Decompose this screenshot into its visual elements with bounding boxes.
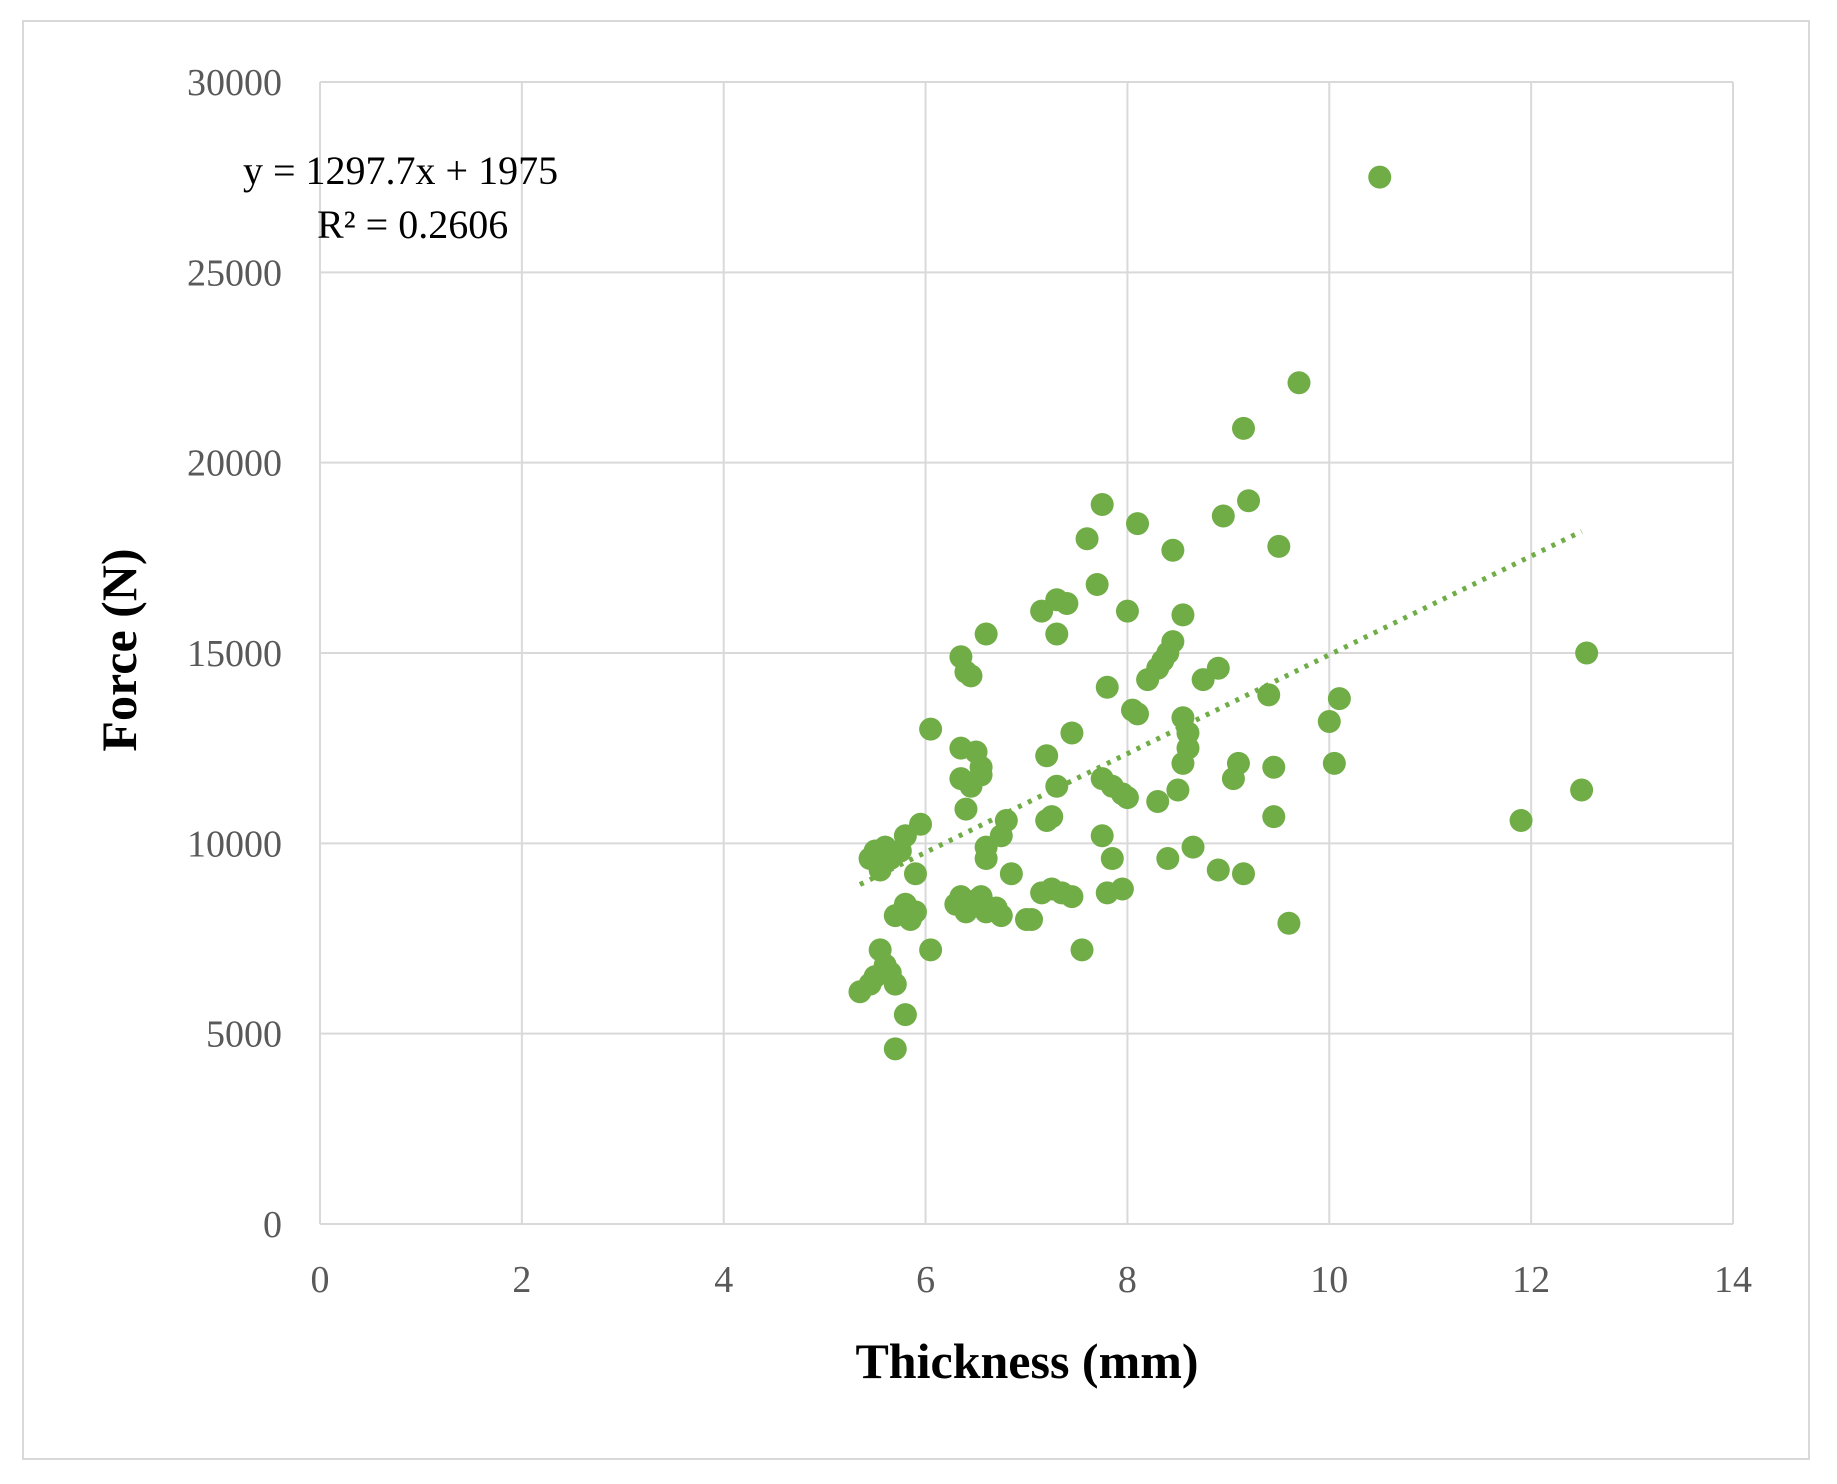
trendline-r-squared: R² = 0.2606 xyxy=(317,202,508,247)
x-tick-label: 14 xyxy=(1714,1259,1752,1301)
x-tick-label: 0 xyxy=(311,1259,330,1301)
data-point xyxy=(1090,824,1114,848)
data-point xyxy=(1156,847,1180,871)
data-point xyxy=(974,622,998,646)
data-point xyxy=(1166,778,1190,802)
data-point xyxy=(1368,165,1392,189)
data-point xyxy=(1327,687,1351,711)
trendline-layer xyxy=(858,529,1583,887)
gridlines xyxy=(319,81,1734,1225)
data-point xyxy=(883,972,907,996)
data-point xyxy=(1575,641,1599,665)
data-point xyxy=(883,1037,907,1061)
data-point xyxy=(1171,751,1195,775)
y-axis-title: Force (N) xyxy=(91,548,147,751)
data-point xyxy=(954,797,978,821)
y-tick-labels: 0 5000 10000 15000 20000 25000 30000 xyxy=(187,62,282,1246)
data-point xyxy=(1090,493,1114,517)
data-point xyxy=(999,862,1023,886)
data-point xyxy=(1262,805,1286,829)
x-tick-label: 2 xyxy=(512,1259,531,1301)
x-tick-label: 4 xyxy=(714,1259,733,1301)
x-tick-label: 12 xyxy=(1512,1259,1550,1301)
data-points xyxy=(848,165,1599,1061)
y-tick-label: 5000 xyxy=(206,1014,282,1056)
y-tick-label: 10000 xyxy=(187,823,282,865)
data-point xyxy=(1045,622,1069,646)
data-point xyxy=(1060,885,1084,909)
data-point xyxy=(903,900,927,924)
y-tick-label: 30000 xyxy=(187,62,282,104)
y-tick-label: 25000 xyxy=(187,252,282,294)
data-point xyxy=(1191,668,1215,692)
data-point xyxy=(1231,862,1255,886)
data-point xyxy=(1322,751,1346,775)
axes xyxy=(319,82,1733,1225)
data-point xyxy=(1095,675,1119,699)
data-point xyxy=(1161,538,1185,562)
data-point xyxy=(1126,512,1150,536)
data-point xyxy=(969,763,993,787)
data-point xyxy=(1085,572,1109,596)
data-point xyxy=(1211,504,1235,528)
data-point xyxy=(964,888,988,912)
data-point xyxy=(1287,371,1311,395)
data-point xyxy=(1030,599,1054,623)
data-point xyxy=(989,904,1013,928)
data-point xyxy=(1181,835,1205,859)
data-point xyxy=(1035,744,1059,768)
x-axis-title: Thickness (mm) xyxy=(855,1333,1198,1389)
data-point xyxy=(1570,778,1594,802)
data-point xyxy=(1060,721,1084,745)
data-point xyxy=(1136,668,1160,692)
data-point xyxy=(994,808,1018,832)
x-tick-label: 8 xyxy=(1118,1259,1137,1301)
data-point xyxy=(1262,755,1286,779)
data-point xyxy=(919,717,943,741)
data-point xyxy=(1070,938,1094,962)
data-point xyxy=(1055,592,1079,616)
data-point xyxy=(919,938,943,962)
data-point xyxy=(1040,805,1064,829)
data-point xyxy=(959,664,983,688)
trendline-equation: y = 1297.7x + 1975 xyxy=(243,148,558,193)
data-point xyxy=(873,835,897,859)
y-tick-label: 0 xyxy=(263,1204,282,1246)
data-point xyxy=(1171,603,1195,627)
data-point xyxy=(1045,774,1069,798)
data-point xyxy=(1277,911,1301,935)
data-point xyxy=(974,847,998,871)
data-point xyxy=(903,862,927,886)
data-point xyxy=(1110,877,1134,901)
y-tick-label: 15000 xyxy=(187,633,282,675)
data-point xyxy=(1237,489,1261,513)
data-point xyxy=(1120,698,1144,722)
data-point xyxy=(1115,786,1139,810)
trendline xyxy=(858,529,1583,887)
y-tick-label: 20000 xyxy=(187,443,282,485)
data-point xyxy=(1317,710,1341,734)
data-point xyxy=(848,980,872,1004)
data-point xyxy=(1267,534,1291,558)
x-tick-labels: 0 2 4 6 8 10 12 14 xyxy=(311,1259,1753,1301)
x-tick-label: 10 xyxy=(1310,1259,1348,1301)
data-point xyxy=(1100,847,1124,871)
data-point xyxy=(893,1003,917,1027)
data-point xyxy=(1020,907,1044,931)
data-point xyxy=(1221,767,1245,791)
data-point xyxy=(1206,858,1230,882)
x-tick-label: 6 xyxy=(916,1259,935,1301)
data-point xyxy=(1146,789,1170,813)
data-point xyxy=(1075,527,1099,551)
data-point xyxy=(1509,808,1533,832)
data-point xyxy=(1257,683,1281,707)
data-point xyxy=(1115,599,1139,623)
data-point xyxy=(1231,416,1255,440)
